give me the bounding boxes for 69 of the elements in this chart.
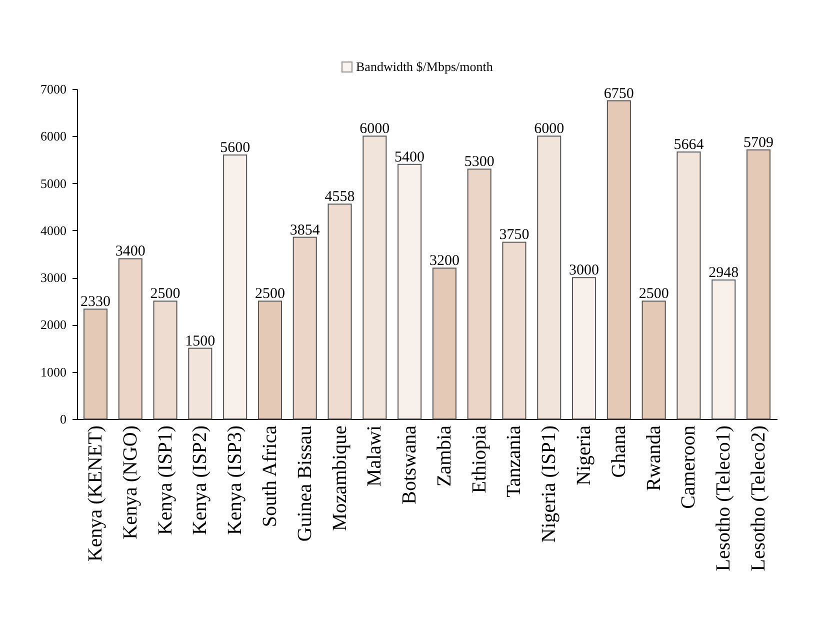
data-label: 3400 [115, 244, 146, 260]
data-label: 5664 [674, 136, 704, 153]
data-label: 4558 [324, 189, 355, 206]
x-tick-label: Ghana [608, 425, 630, 478]
bar [432, 268, 456, 420]
bar [362, 136, 387, 420]
x-tick-label: Kenya (NGO) [119, 426, 142, 540]
data-label: 6750 [604, 86, 634, 102]
x-tick-label: Tanzania [503, 425, 526, 498]
x-tick-label: Lesotho (Teleco2) [748, 426, 770, 572]
bar [153, 300, 178, 420]
bar [398, 164, 422, 420]
y-tick-label: 3000 [40, 270, 66, 286]
data-label: 2948 [708, 265, 739, 282]
bar [572, 277, 596, 420]
x-tick-label: Kenya (KENET) [84, 426, 106, 562]
bar [746, 149, 771, 420]
data-label: 3200 [429, 253, 460, 270]
x-tick-label: Lesotho (Teleco1) [712, 426, 735, 572]
bar [292, 236, 317, 420]
x-tick-label: Rwanda [642, 425, 665, 492]
x-tick-label: South Africa [258, 425, 281, 528]
x-tick-label: Mozambique [328, 425, 351, 532]
data-label: 6000 [360, 121, 390, 138]
y-tick-label: 1000 [40, 364, 66, 380]
bar [467, 168, 492, 420]
x-tick-label: Nigeria (ISP1) [538, 426, 560, 543]
x-tick-label: Guinea Bissau [294, 426, 316, 542]
bar [188, 348, 212, 420]
x-tick-label: Kenya (ISP1) [154, 426, 176, 535]
y-tick-label: 6000 [40, 128, 66, 144]
x-tick-label: Ethiopia [468, 425, 490, 494]
bar [328, 204, 352, 420]
data-label: 5600 [220, 140, 250, 156]
bar [606, 100, 631, 420]
x-tick-label: Botswana [398, 425, 421, 504]
x-tick-label: Zambia [433, 425, 456, 487]
data-label: 6000 [534, 121, 564, 138]
x-tick-label: Malawi [364, 425, 386, 487]
bar [642, 300, 666, 420]
data-label: 3854 [290, 222, 320, 238]
y-tick-label: 2000 [40, 317, 66, 332]
bar [258, 300, 282, 420]
x-tick-label: Kenya (ISP2) [189, 426, 212, 535]
bar [712, 280, 736, 420]
data-label: 5300 [464, 154, 494, 170]
bar [537, 136, 562, 420]
data-label: 2330 [80, 294, 110, 310]
data-label: 2500 [150, 286, 180, 302]
data-label: 3750 [499, 227, 530, 244]
bar [502, 242, 526, 420]
legend-label: Bandwidth $/Mbps/month [356, 59, 494, 74]
data-label: 2500 [254, 286, 285, 302]
data-label: 3000 [569, 262, 600, 279]
data-label: 1500 [185, 333, 216, 350]
x-tick-label: Nigeria [573, 425, 596, 486]
y-tick-label: 5000 [40, 176, 66, 191]
bar [83, 308, 108, 420]
bar [223, 154, 248, 420]
data-label: 5709 [744, 134, 774, 151]
data-label: 2500 [638, 286, 669, 302]
x-tick-label: Kenya (ISP3) [224, 426, 246, 535]
data-label: 5400 [394, 149, 425, 166]
y-tick-label: 0 [60, 412, 66, 426]
x-tick-label: Cameroon [678, 426, 700, 509]
y-tick-label: 4000 [40, 222, 66, 238]
bar [118, 258, 142, 420]
y-tick-label: 7000 [40, 82, 66, 96]
bar [676, 151, 701, 420]
